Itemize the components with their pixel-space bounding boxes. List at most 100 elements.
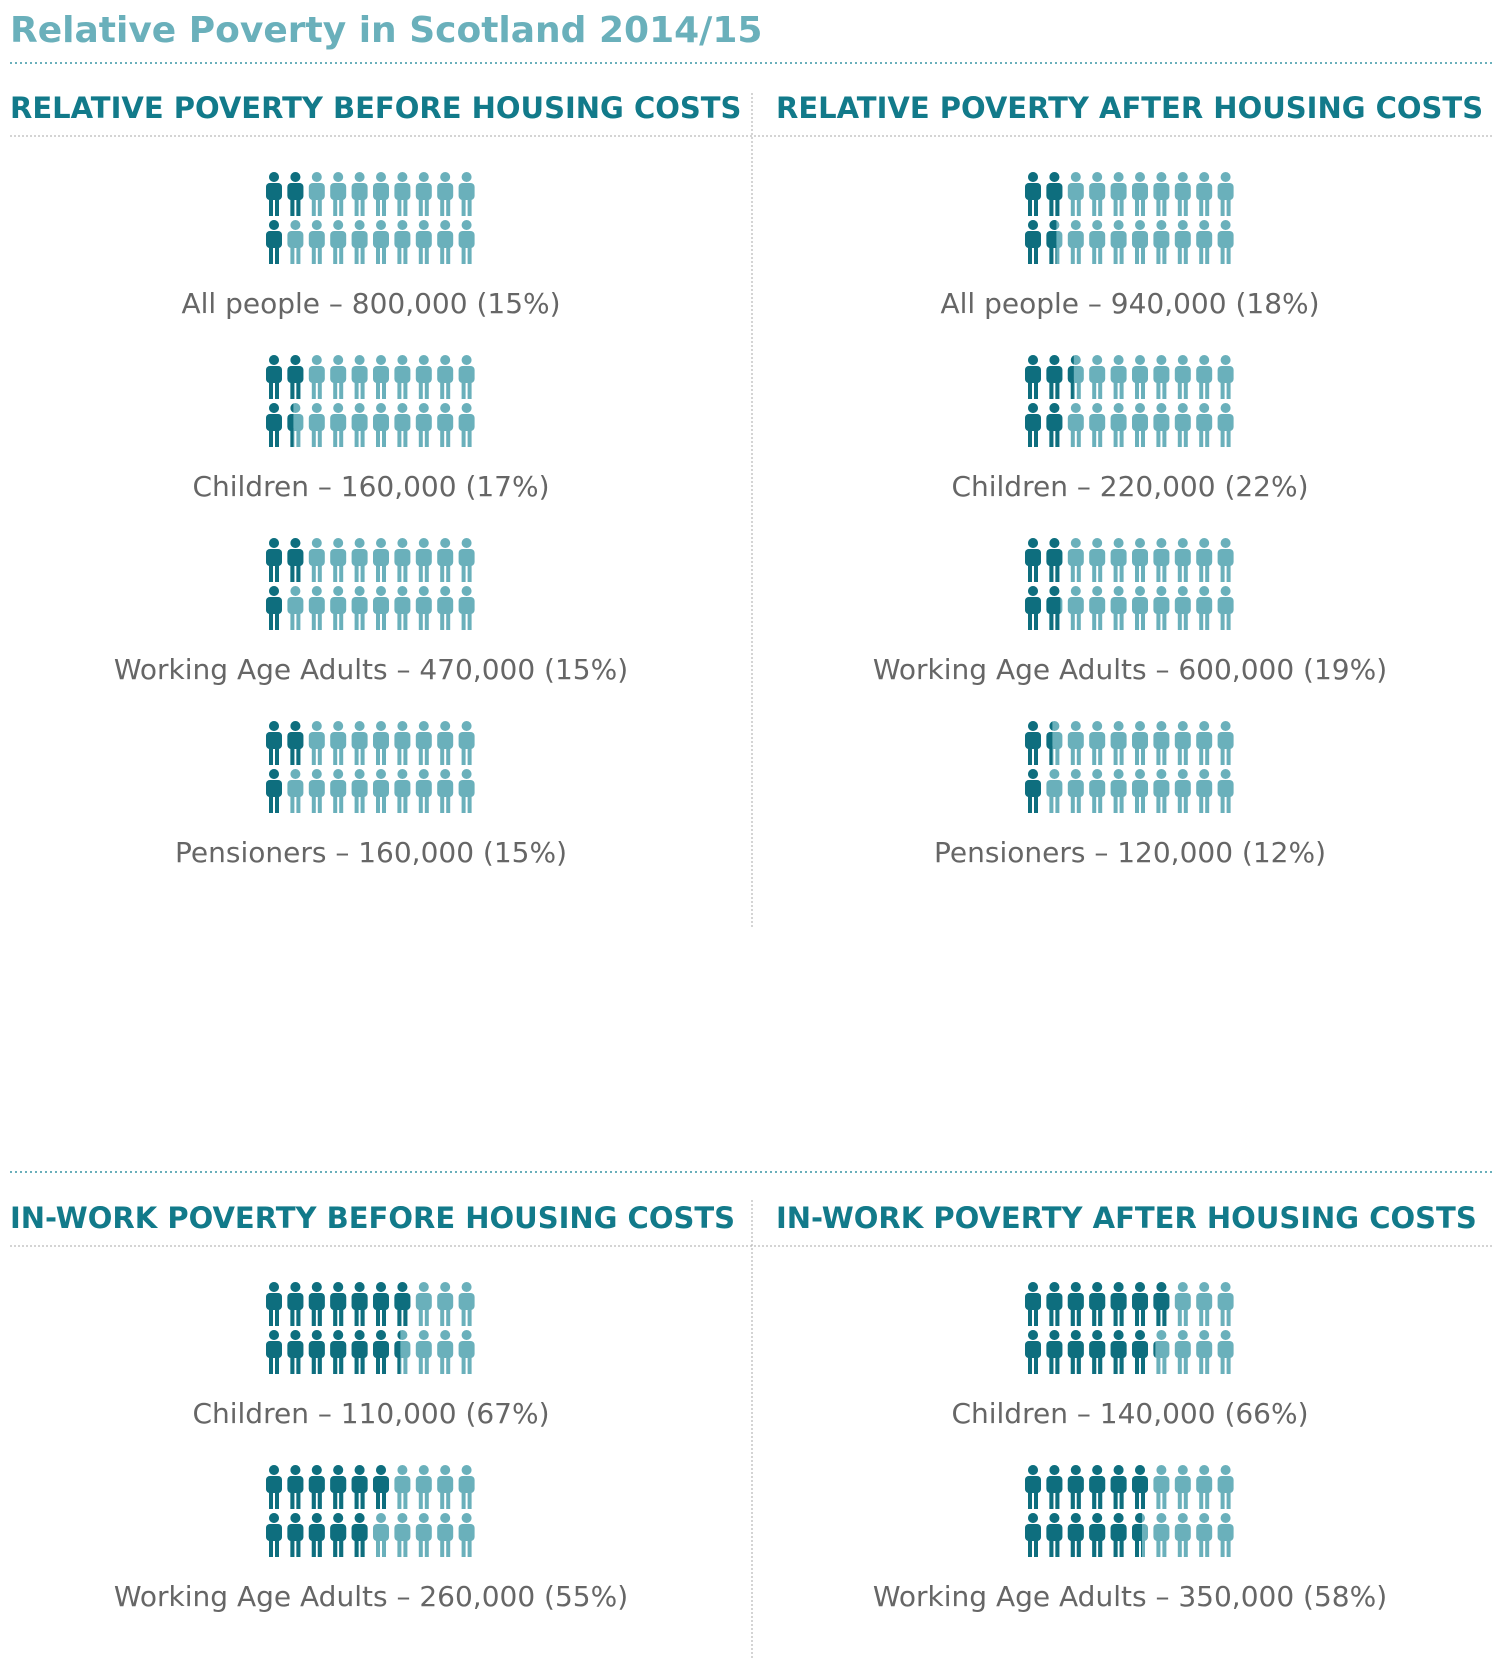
person-icon [308,1465,325,1509]
icon-head [461,1465,472,1475]
person-icon [1089,721,1106,765]
icon-leg [1135,794,1139,813]
icon-head [440,1465,451,1475]
pictogram [1025,1282,1234,1374]
icon-leg [1220,1490,1225,1509]
icon-body [1025,366,1041,383]
icon-leg [424,245,429,264]
icon-leg [424,794,429,813]
icon-head [311,538,322,548]
icon-leg [424,563,429,582]
icon-head [376,355,386,365]
icon-leg [418,1538,423,1557]
person-icon [1153,769,1170,813]
icon-leg [382,380,386,399]
icon-leg [290,746,295,765]
icon-body [394,183,411,200]
icon-leg [1141,1490,1145,1509]
person-icon [415,1465,432,1509]
icon-head [1070,172,1081,182]
icon-leg [275,380,279,399]
icon-leg [317,611,322,630]
icon-head [1135,769,1145,779]
category-label: Working Age Adults – 470,000 (15%) [114,653,628,686]
icon-leg [1156,794,1161,813]
icon-body [287,1293,304,1310]
icon-leg [1076,1490,1081,1509]
icon-leg [1113,1355,1118,1374]
icon-body [351,1524,368,1541]
person-icon [1025,355,1041,399]
icon-leg [1113,611,1118,630]
icon-body [415,597,432,614]
icon-body [373,366,389,383]
icon-head [1156,403,1167,413]
icon-leg [1205,794,1210,813]
icon-leg [424,1355,429,1374]
icon-body [308,1476,325,1493]
person-icon [373,220,389,264]
icon-leg [440,428,445,447]
icon-leg [467,611,472,630]
person-icon [1217,586,1234,630]
icon-leg [1135,746,1139,765]
icon-leg [290,1355,295,1374]
icon-head [269,355,279,365]
icon-leg [1055,794,1060,813]
icon-head [354,1465,365,1475]
person-icon [287,538,304,582]
icon-leg [1177,611,1182,630]
person-icon [437,403,454,447]
section-title: RELATIVE POVERTY BEFORE HOUSING COSTS [10,91,741,125]
icon-leg [1205,563,1210,582]
icon-leg [1220,245,1225,264]
icon-head [397,586,408,596]
icon-leg [403,746,408,765]
icon-leg [397,1355,401,1374]
person-icon [458,538,475,582]
person-icon [330,1282,347,1326]
icon-head [1113,355,1124,365]
icon-leg [1199,563,1204,582]
icon-body [1025,597,1041,614]
icon-leg [1028,1355,1032,1374]
icon-head [1049,1513,1060,1523]
icon-body [458,549,475,566]
icon-leg [269,611,273,630]
icon-leg [397,197,402,216]
icon-leg [339,380,344,399]
icon-head [1092,1465,1103,1475]
person-icon [394,769,411,813]
icon-leg [1205,1538,1210,1557]
icon-head [1199,403,1210,413]
person-icon [287,172,304,216]
icon-head [333,538,344,548]
icon-body [330,183,347,200]
icon-head [1177,1282,1188,1292]
person-icon [266,538,282,582]
pictogram [266,355,475,447]
icon-head [1049,1330,1060,1340]
icon-head [311,721,322,731]
icon-leg [1205,611,1210,630]
icon-leg [461,245,466,264]
person-icon [1110,1282,1127,1326]
icon-leg [311,245,316,264]
icon-head [290,538,301,548]
icon-head [397,1513,408,1523]
icon-leg [1199,1538,1204,1557]
icon-leg [360,1490,365,1509]
icon-leg [317,1538,322,1557]
icon-body [266,597,282,614]
icon-body [351,1293,368,1310]
icon-head [418,1513,429,1523]
icon-leg [1226,563,1231,582]
icon-body [1153,1341,1156,1358]
person-icon [1217,355,1234,399]
icon-leg [354,611,359,630]
person-icon [415,403,432,447]
icon-body [437,597,454,614]
icon-leg [1113,1490,1118,1509]
person-icon [458,220,475,264]
person-icon [437,1282,454,1326]
